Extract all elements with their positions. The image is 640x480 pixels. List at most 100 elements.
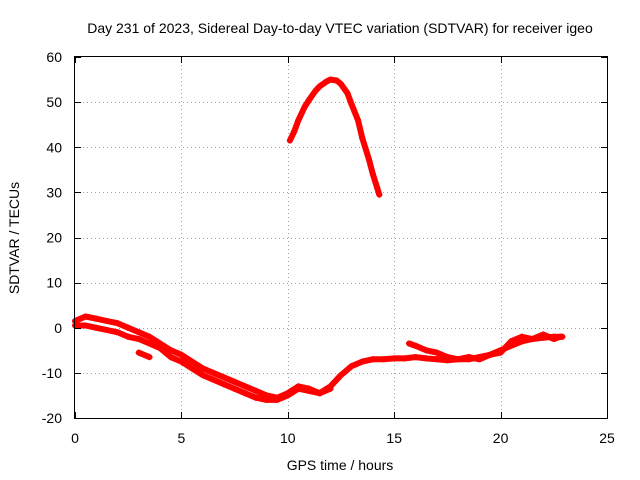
- series-group: [406, 331, 564, 363]
- data-point: [231, 378, 238, 385]
- data-point: [274, 396, 281, 403]
- data-point: [210, 369, 217, 376]
- data-point: [306, 387, 313, 394]
- data-point: [252, 387, 259, 394]
- data-point: [146, 333, 153, 340]
- data-point: [391, 355, 398, 362]
- x-tick-label: 15: [386, 430, 402, 446]
- y-tick-label: -20: [42, 410, 62, 426]
- y-tick-label: -10: [42, 365, 62, 381]
- data-point: [487, 351, 493, 358]
- data-point: [103, 327, 110, 333]
- series-layer: [72, 76, 566, 403]
- data-point: [312, 87, 319, 94]
- data-point: [327, 76, 334, 83]
- data-point: [135, 349, 142, 356]
- data-point: [291, 128, 298, 135]
- data-point: [433, 356, 440, 363]
- data-point: [242, 390, 249, 397]
- series-group: [286, 76, 383, 198]
- data-point: [369, 171, 376, 178]
- data-point: [295, 117, 302, 124]
- data-point: [221, 381, 227, 388]
- data-point: [189, 358, 195, 365]
- data-point: [135, 336, 142, 342]
- data-point: [199, 372, 206, 379]
- data-point: [412, 342, 419, 349]
- data-point: [333, 77, 340, 84]
- data-point: [338, 81, 344, 88]
- x-tick-label: 20: [493, 430, 509, 446]
- data-point: [210, 376, 217, 383]
- series-group: [135, 349, 153, 361]
- y-tick-label: 40: [46, 139, 62, 155]
- data-point: [401, 355, 408, 362]
- data-point: [359, 135, 366, 142]
- data-point: [338, 372, 344, 379]
- y-tick-label: 20: [46, 230, 62, 246]
- series-line: [286, 76, 383, 198]
- data-point: [263, 396, 270, 403]
- data-point: [231, 385, 238, 392]
- y-tick-label: 10: [46, 275, 62, 291]
- x-axis-label: GPS time / hours: [287, 457, 394, 473]
- data-point: [557, 333, 564, 340]
- data-point: [306, 96, 313, 103]
- data-point: [497, 349, 504, 356]
- data-point: [125, 324, 132, 331]
- data-point: [178, 358, 185, 365]
- data-point: [316, 390, 323, 397]
- y-tick-label: 50: [46, 94, 62, 110]
- data-point: [301, 103, 308, 110]
- data-point: [146, 354, 153, 361]
- y-axis-label: SDTVAR / TECUs: [6, 182, 22, 294]
- data-point: [252, 394, 259, 401]
- data-point: [412, 354, 419, 361]
- data-point: [221, 374, 227, 381]
- data-point: [327, 385, 334, 392]
- data-point: [242, 383, 249, 390]
- data-point: [423, 347, 430, 354]
- data-point: [508, 338, 515, 345]
- data-point: [465, 354, 472, 361]
- data-point: [199, 365, 206, 372]
- x-tick-label: 10: [280, 430, 296, 446]
- data-point: [376, 191, 383, 198]
- data-point: [476, 356, 483, 363]
- data-point: [295, 385, 302, 392]
- grid: [75, 57, 607, 418]
- data-point: [93, 324, 100, 331]
- data-point: [369, 356, 376, 363]
- chart-title: Day 231 of 2023, Sidereal Day-to-day VTE…: [87, 20, 593, 36]
- data-point: [344, 90, 351, 97]
- data-point: [82, 322, 89, 329]
- data-point: [348, 101, 355, 108]
- series-line: [406, 331, 564, 363]
- data-point: [374, 184, 381, 191]
- x-tick-label: 5: [178, 430, 186, 446]
- data-point: [444, 354, 451, 361]
- data-point: [423, 355, 430, 362]
- data-point: [286, 137, 293, 144]
- x-tick-label: 0: [71, 430, 79, 446]
- data-point: [433, 349, 440, 356]
- ticks: [75, 57, 608, 419]
- data-point: [316, 83, 323, 90]
- data-point: [406, 340, 413, 347]
- data-point: [323, 78, 330, 85]
- x-tick-labels: 0 5 10 15 20 25: [71, 430, 615, 446]
- data-point: [529, 336, 536, 342]
- x-tick-label: 25: [599, 430, 615, 446]
- data-point: [365, 155, 372, 162]
- data-point: [189, 365, 195, 372]
- data-point: [93, 315, 100, 322]
- data-point: [550, 336, 557, 342]
- data-point: [146, 340, 153, 347]
- plot-frame: [74, 56, 608, 419]
- data-point: [380, 356, 387, 363]
- data-point: [540, 331, 547, 338]
- data-point: [178, 351, 185, 358]
- data-point: [455, 356, 461, 363]
- data-point: [157, 345, 164, 352]
